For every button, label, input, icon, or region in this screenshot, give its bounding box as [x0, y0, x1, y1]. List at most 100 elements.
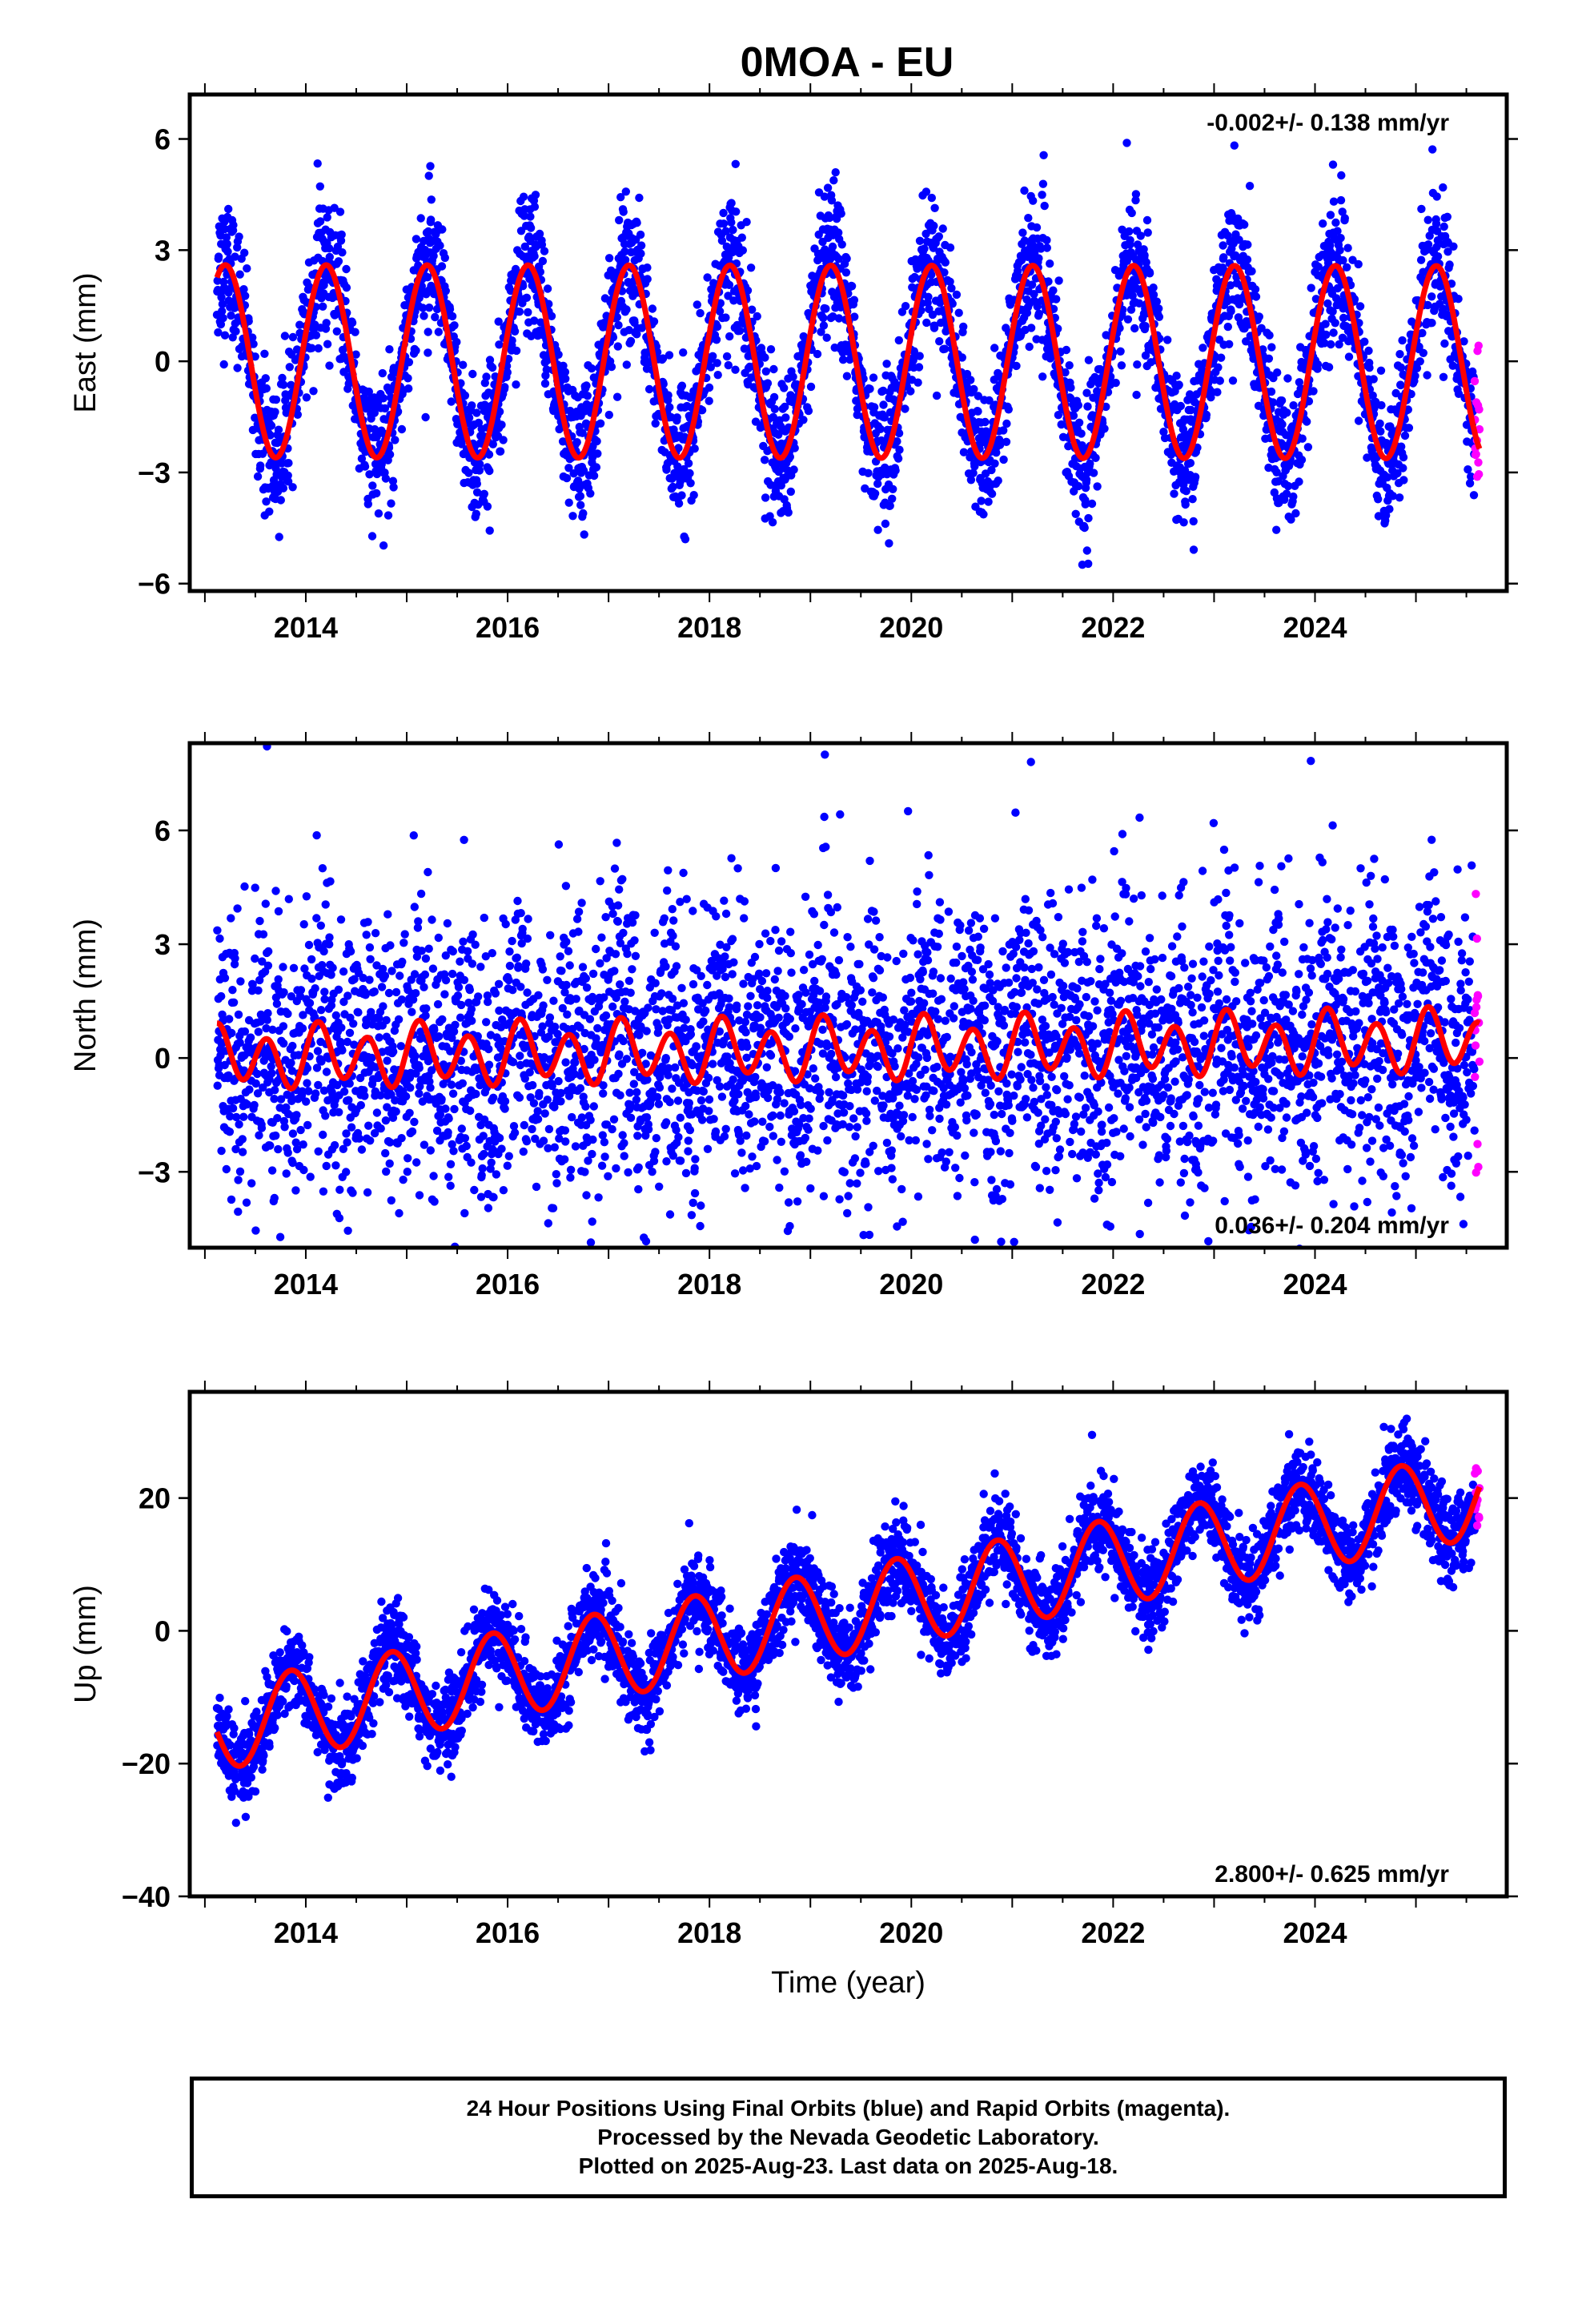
final-point	[385, 450, 395, 459]
final-point	[1172, 372, 1181, 380]
final-point	[1443, 212, 1452, 221]
final-point	[476, 963, 485, 971]
final-point	[680, 464, 689, 474]
final-point	[551, 404, 560, 412]
final-point	[829, 176, 838, 185]
final-point	[355, 1134, 363, 1143]
final-point	[387, 499, 396, 508]
final-point	[231, 954, 239, 963]
final-point	[1365, 364, 1374, 372]
final-point	[713, 322, 722, 332]
final-point	[217, 293, 226, 302]
final-point	[1416, 255, 1426, 264]
final-point	[225, 1128, 235, 1136]
final-point	[1143, 228, 1152, 237]
final-point	[1054, 411, 1063, 420]
final-point	[877, 436, 886, 445]
final-point	[264, 947, 273, 956]
final-point	[311, 331, 321, 340]
final-point	[391, 1107, 400, 1116]
final-point	[842, 372, 852, 380]
final-point	[748, 305, 757, 314]
final-point	[337, 1023, 346, 1032]
final-point	[1321, 320, 1330, 328]
final-point	[1395, 350, 1404, 359]
final-point	[927, 193, 937, 203]
final-point	[233, 904, 242, 913]
chart-title: 0MOA - EU	[741, 39, 954, 86]
final-point	[689, 491, 698, 500]
final-point	[770, 404, 779, 413]
final-point	[472, 479, 481, 489]
final-point	[379, 541, 388, 550]
final-point	[1071, 509, 1080, 518]
final-point	[882, 360, 891, 368]
final-point	[894, 428, 904, 438]
final-point	[484, 1060, 494, 1069]
final-point	[1395, 493, 1404, 502]
final-point	[302, 892, 311, 901]
final-point	[307, 975, 316, 983]
final-point	[1319, 219, 1327, 228]
final-point	[1427, 319, 1436, 328]
final-point	[436, 241, 444, 250]
y-tick-label: −3	[138, 456, 171, 489]
final-point	[659, 380, 668, 388]
final-point	[697, 406, 707, 415]
final-point	[447, 397, 456, 406]
final-point	[272, 999, 282, 1008]
final-point	[930, 321, 939, 330]
final-point	[554, 350, 563, 359]
final-point	[518, 282, 528, 291]
final-point	[299, 1165, 308, 1175]
final-point	[304, 1087, 313, 1096]
final-point	[827, 196, 837, 205]
final-point	[213, 1081, 222, 1090]
final-point	[267, 421, 276, 430]
final-point	[512, 346, 521, 356]
final-point	[1066, 394, 1075, 403]
final-point	[426, 1146, 435, 1155]
final-point	[387, 967, 396, 975]
final-point	[781, 413, 790, 422]
final-point	[1313, 360, 1323, 369]
final-point	[229, 998, 239, 1007]
final-point	[296, 986, 306, 995]
final-point	[1081, 500, 1090, 509]
final-point	[873, 479, 882, 489]
x-tick-label: 2014	[274, 611, 338, 644]
final-point	[686, 479, 695, 488]
final-point	[343, 1226, 352, 1236]
final-point	[1029, 196, 1038, 205]
final-point	[1399, 464, 1407, 472]
final-point	[416, 214, 425, 223]
final-point	[834, 314, 844, 323]
final-point	[1445, 260, 1454, 269]
final-point	[1074, 400, 1083, 410]
final-point	[1054, 276, 1063, 285]
final-point	[622, 305, 631, 314]
final-point	[1223, 322, 1233, 332]
final-point	[454, 983, 464, 992]
final-point	[227, 1028, 236, 1038]
final-point	[429, 251, 438, 260]
final-point	[434, 933, 443, 943]
final-point	[274, 425, 283, 434]
final-point	[706, 363, 715, 372]
final-point	[1277, 396, 1287, 405]
final-point	[253, 472, 263, 481]
final-point	[1082, 388, 1091, 397]
final-point	[1411, 372, 1419, 380]
final-point	[314, 1147, 323, 1156]
final-point	[495, 340, 504, 349]
final-point	[326, 877, 335, 886]
final-point	[288, 1041, 297, 1051]
final-point	[1012, 361, 1021, 371]
final-point	[446, 1181, 455, 1190]
final-point	[328, 963, 337, 972]
final-point	[1439, 222, 1448, 231]
final-point	[335, 207, 345, 216]
final-point	[530, 251, 539, 261]
final-point	[729, 225, 737, 235]
final-point	[841, 268, 851, 277]
